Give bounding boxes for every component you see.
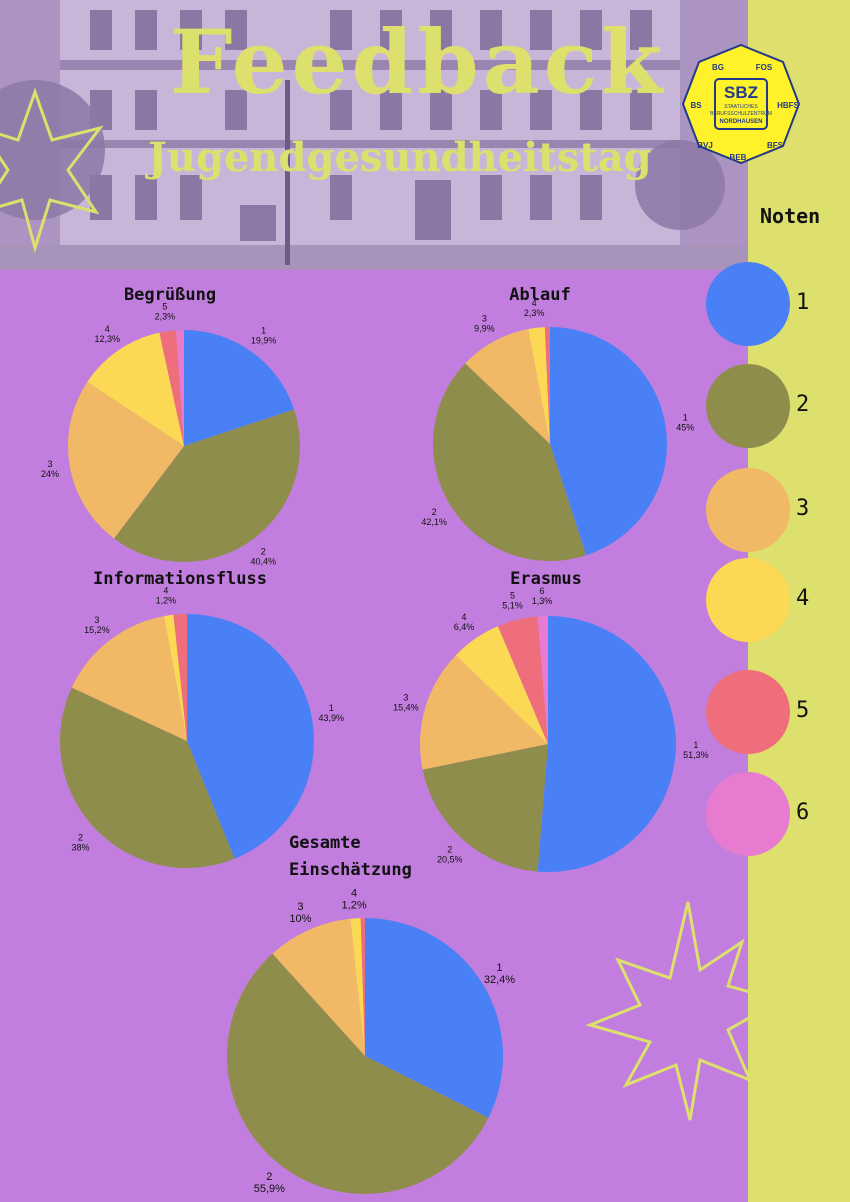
legend-swatch-3 [706, 468, 790, 552]
slice-label: 4 1,2% [342, 887, 367, 911]
slice-label: 1 43,9% [319, 703, 345, 723]
legend-swatch-1 [706, 262, 790, 346]
legend-item-5: 5 [706, 670, 836, 754]
starburst-icon [0, 87, 104, 254]
legend-item-6: 6 [706, 772, 836, 856]
pie-slice-1 [365, 918, 503, 1118]
slice-label: 2 40,4% [250, 547, 276, 567]
logo-seg-fos: FOS [756, 63, 773, 72]
pie-slice-3 [465, 329, 550, 444]
pie-slice-4 [350, 918, 365, 1056]
pie-slice-3 [420, 655, 548, 770]
pie-chart-5: Gesamte Einschätzung 1 32,4% 2 55,9% 3 10% 4 1,2% [226, 833, 515, 1195]
sbz-logo: SBZ STAATLICHES BERUFSSCHULZENTRUM NORDH… [681, 43, 801, 165]
legend-item-4: 4 [706, 558, 836, 642]
pie-chart-1: Begrüßung 1 19,9% 2 40,4% 3 24% 4 12,3% 5 2,3% [41, 285, 301, 567]
slice-label: 2 20,5% [437, 845, 463, 865]
logo-seg-beb: BEB [730, 153, 747, 162]
legend-label-4: 4 [796, 586, 810, 611]
logo-line1: STAATLICHES [724, 104, 758, 110]
legend-label-5: 5 [796, 698, 810, 723]
logo-seg-hbfs: HBFS [777, 101, 799, 110]
pie-slice-4 [528, 327, 550, 444]
chart-title: Gesamte Einschätzung [289, 833, 412, 880]
header-banner: Feedback Jugendgesundheitstag [0, 0, 748, 270]
legend-label-3: 3 [796, 496, 810, 521]
slice-label: 5 5,1% [502, 590, 523, 610]
legend-label-1: 1 [796, 290, 810, 315]
pie-chart-2: Ablauf 1 45% 2 42,1% 3 9,9% 4 2,3% [421, 285, 694, 561]
pie-slice-2 [226, 953, 489, 1194]
slice-label: 2 38% [71, 832, 89, 852]
logo-line3: NORDHAUSEN [719, 119, 762, 125]
slice-label: 6 1,3% [532, 586, 553, 606]
pie-slice-4 [163, 614, 187, 741]
logo-seg-bg: BG [712, 63, 724, 72]
slice-label: 1 45% [676, 413, 694, 433]
logo-line2: BERUFSSCHULZENTRUM [710, 111, 772, 117]
legend-swatch-2 [706, 364, 790, 448]
slice-label: 5 2,3% [155, 301, 176, 321]
chart-title: Ablauf [509, 285, 570, 305]
legend-item-3: 3 [706, 468, 836, 552]
pie-slice-4 [87, 332, 184, 446]
logo-seg-bfs: BFS [767, 141, 784, 150]
pie-slice-6 [175, 330, 184, 446]
legend-title: Noten [760, 204, 821, 228]
legend-label-2: 2 [796, 392, 810, 417]
slice-label: 1 32,4% [484, 962, 515, 986]
pie-slice-5 [173, 614, 187, 741]
legend-item-2: 2 [706, 364, 836, 448]
slice-label: 3 15,4% [393, 693, 419, 713]
pie-slice-5 [159, 330, 184, 446]
page-title: Feedback [170, 10, 667, 114]
slice-label: 3 15,2% [84, 615, 110, 635]
slice-label: 4 6,4% [454, 612, 475, 632]
page-subtitle: Jugendgesundheitstag [148, 134, 652, 181]
chart-title: Erasmus [510, 569, 582, 589]
slice-label: 4 2,3% [524, 298, 545, 318]
legend-swatch-5 [706, 670, 790, 754]
pie-chart-4: Erasmus 1 51,3% 2 20,5% 3 15,4% 4 6,4% 5 5,1% 6 1,3% [393, 569, 709, 872]
slice-label: 2 55,9% [254, 1171, 285, 1195]
pie-slice-1 [187, 614, 314, 859]
legend-swatch-6 [706, 772, 790, 856]
pie-slice-1 [184, 330, 295, 446]
legend-item-1: 1 [706, 262, 836, 346]
chart-title: Begrüßung [124, 285, 216, 305]
pie-slice-3 [71, 616, 187, 741]
legend-swatch-4 [706, 558, 790, 642]
pie-slice-1 [550, 327, 668, 556]
logo-seg-bvj: BVJ [697, 141, 713, 150]
building-illustration [0, 0, 748, 270]
pie-slice-6 [537, 616, 548, 744]
pie-slice-2 [432, 363, 587, 561]
slice-label: 4 12,3% [94, 324, 120, 344]
pie-chart-3: Informationsfluss 1 43,9% 2 38% 3 15,2% 4 1,2% [60, 569, 344, 868]
pie-slice-2 [422, 744, 548, 872]
chart-title: Informationsfluss [93, 569, 267, 589]
pie-slice-2 [114, 409, 301, 562]
charts-area: Begrüßung 1 19,9% 2 40,4% 3 24% 4 12,3% 5 2,3% Abla… [41, 285, 748, 1195]
starburst-bottom-icon [585, 901, 748, 1121]
pie-slice-3 [272, 918, 365, 1056]
slice-label: 1 51,3% [683, 740, 709, 760]
slice-label: 2 42,1% [421, 507, 447, 527]
legend-label-6: 6 [796, 800, 810, 825]
slice-label: 3 9,9% [474, 314, 495, 334]
slice-label: 3 24% [41, 459, 59, 479]
pie-slice-2 [60, 687, 235, 868]
slice-label: 1 19,9% [251, 326, 277, 346]
pie-slice-4 [455, 626, 548, 744]
pie-slice-1 [537, 616, 676, 872]
pie-slice-3 [67, 382, 184, 539]
pie-slice-5 [497, 616, 548, 744]
logo-seg-bs: BS [690, 101, 702, 110]
slice-label: 3 10% [289, 901, 311, 925]
logo-center: SBZ [724, 83, 758, 102]
pie-slice-5 [544, 327, 550, 444]
pie-slice-5 [360, 918, 365, 1056]
slice-label: 4 1,2% [156, 586, 177, 606]
